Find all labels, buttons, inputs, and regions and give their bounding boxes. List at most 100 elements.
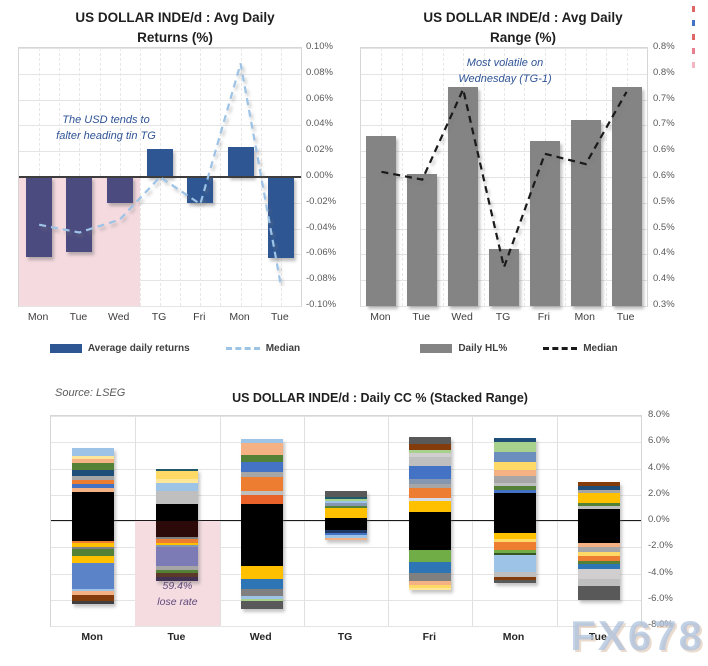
- zero-axis-line: [19, 176, 301, 178]
- bar-tg: [489, 249, 519, 306]
- returns-title-line2: Returns (%): [137, 30, 213, 46]
- bar-segment: [240, 588, 283, 597]
- bar-segment: [156, 471, 199, 479]
- x-label-wed: Wed: [108, 311, 130, 323]
- x-label-mon: Mon: [370, 311, 391, 323]
- median-line: [381, 85, 628, 272]
- bar-segment: [409, 465, 452, 479]
- stacked-bar-fri: [409, 437, 452, 590]
- bar-mon: [227, 147, 254, 177]
- bar-segment: [325, 507, 367, 518]
- bar-segment: [325, 498, 367, 501]
- watermark: FX678: [570, 612, 704, 659]
- y-tick-label: 0.02%: [306, 144, 333, 156]
- h-gridline: [51, 599, 641, 601]
- h-gridline: [19, 306, 301, 307]
- stacked-chart: Source: LSEG US DOLLAR INDE/d : Daily CC…: [0, 378, 708, 666]
- bar-segment: [409, 498, 452, 502]
- bar-segment: [72, 591, 115, 595]
- bar-segment: [240, 503, 283, 566]
- bar-segment: [72, 540, 115, 544]
- y-tick-label: 0.8%: [653, 41, 675, 52]
- x-label-fri: Fri: [422, 631, 436, 643]
- x-label-mon: Mon: [229, 311, 250, 323]
- bar-segment: [577, 486, 620, 490]
- bar-tue: [267, 177, 294, 259]
- bar-segment: [493, 572, 536, 578]
- bar-segment: [72, 476, 115, 480]
- bar-segment: [240, 494, 283, 504]
- bar-segment: [72, 549, 115, 556]
- bar-segment: [156, 566, 199, 570]
- h-gridline: [51, 442, 641, 444]
- bar-segment: [72, 563, 115, 590]
- lose-rate-annotation: 59.4% lose rate: [135, 579, 219, 611]
- range-legend: Daily HL% Median: [364, 343, 674, 354]
- bar-segment: [240, 472, 283, 478]
- bar-segment: [240, 454, 283, 462]
- bar-mon: [570, 120, 601, 306]
- bar-segment: [577, 502, 620, 506]
- bar-segment: [325, 505, 367, 508]
- returns-annotation-line1: The USD tends to: [62, 114, 150, 126]
- bar-segment: [156, 547, 199, 567]
- bar-segment: [72, 601, 115, 605]
- range-x-axis: Mon Tue Wed TG Fri Mon Tue: [360, 311, 646, 327]
- y-tick-label: -8.0%: [648, 619, 673, 630]
- y-tick-label: 0.4%: [653, 247, 675, 259]
- bar-segment: [493, 532, 536, 540]
- bar-segment: [72, 463, 115, 471]
- y-tick-label: -0.08%: [306, 273, 337, 285]
- bar-segment: [493, 493, 536, 533]
- range-plot-area: [360, 47, 648, 307]
- v-gridline: [565, 48, 567, 306]
- bar-segment: [325, 503, 367, 506]
- returns-title-line1: US DOLLAR INDE/d : Avg Daily: [75, 10, 275, 25]
- x-label-tg: TG: [495, 311, 511, 323]
- x-label-mon: Mon: [502, 631, 525, 643]
- y-tick-label: 0.5%: [653, 195, 675, 207]
- bar-segment: [493, 539, 536, 542]
- median-line: [38, 63, 282, 286]
- stacked-chart-title: US DOLLAR INDE/d : Daily CC % (Stacked R…: [232, 391, 528, 405]
- bar-segment: [493, 469, 536, 477]
- bar-mon: [366, 135, 397, 306]
- bar-segment: [72, 594, 115, 602]
- y-tick-label: 0.06%: [306, 92, 333, 104]
- x-label-tue: Tue: [616, 311, 635, 323]
- bar-segment: [240, 461, 283, 473]
- y-tick-label: 0.5%: [653, 221, 675, 233]
- bar-segment: [577, 585, 620, 601]
- bar-segment: [409, 572, 452, 581]
- returns-legend: Average daily returns Median: [20, 343, 330, 354]
- bar-segment: [493, 580, 536, 583]
- bar-segment: [325, 517, 367, 531]
- stacked-bar-wed: [240, 438, 283, 609]
- y-tick-label: 0.08%: [306, 66, 333, 78]
- bar-segment: [325, 490, 367, 497]
- returns-chart-title: US DOLLAR INDE/d : Avg Daily Returns (%): [20, 8, 330, 49]
- source-note: Source: LSEG: [55, 387, 126, 399]
- bar-segment: [577, 561, 620, 565]
- bar-segment: [72, 546, 115, 550]
- bar-fri: [529, 140, 560, 306]
- bar-segment: [72, 543, 115, 547]
- range-annotation-line1: Most volatile on: [466, 57, 544, 69]
- bar-segment: [72, 483, 115, 489]
- range-y-axis: 0.8% 0.8% 0.7% 0.7% 0.6% 0.6% 0.5% 0.5% 0.4% 0.4%…: [648, 41, 698, 310]
- x-label-tue: Tue: [69, 311, 88, 323]
- returns-y-axis: 0.10% 0.08% 0.06% 0.04% 0.02% 0.00% -0.02% -0.0…: [301, 41, 351, 310]
- range-title-line2: Range (%): [489, 30, 556, 46]
- stacked-y-axis: 8.0% 6.0% 4.0% 2.0% 0.0% -2.0% -4.0% -6.0% -8.0%: [643, 409, 693, 630]
- bar-segment: [240, 601, 283, 609]
- x-label-wed: Wed: [451, 311, 473, 323]
- bar-segment: [72, 479, 115, 484]
- y-tick-label: 0.8%: [653, 66, 675, 78]
- x-label-tue: Tue: [412, 311, 431, 323]
- x-label-wed: Wed: [249, 631, 272, 643]
- stacked-plot-area: 59.4% lose rate: [50, 415, 642, 627]
- x-label-mon: Mon: [574, 311, 595, 323]
- legend-bar-swatch: [49, 344, 82, 353]
- y-tick-label: 0.7%: [653, 118, 675, 130]
